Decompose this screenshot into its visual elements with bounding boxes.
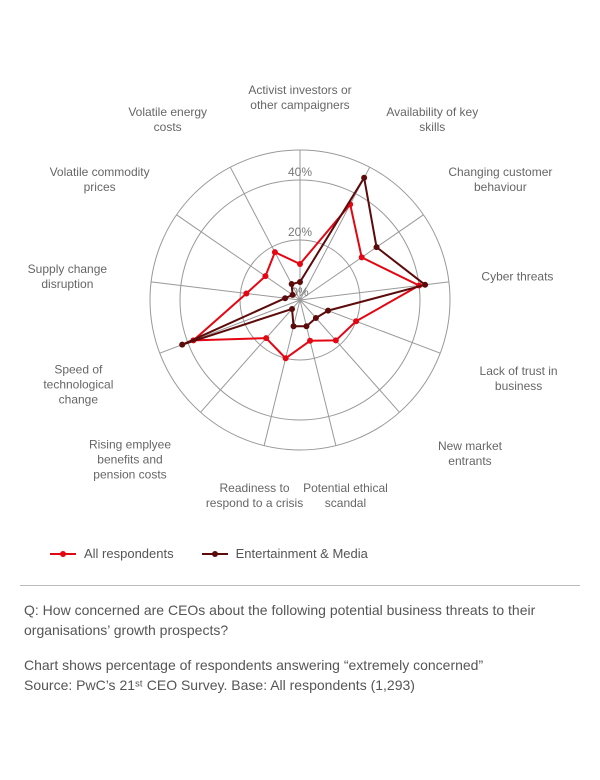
axis-label: Volatile energy costs (113, 105, 223, 135)
axis-label: Activist investors or other campaigners (245, 83, 355, 113)
footer-block: Q: How concerned are CEOs about the foll… (20, 600, 580, 695)
separator (20, 585, 580, 586)
legend-item-all: All respondents (50, 546, 174, 561)
axis-label: Supply change disruption (12, 262, 122, 292)
axis-label: New market entrants (415, 439, 525, 469)
radar-chart: 0%20%40% Activist investors or other cam… (20, 20, 580, 540)
legend-label: Entertainment & Media (236, 546, 368, 561)
legend-swatch-icon (202, 553, 228, 555)
legend-item-em: Entertainment & Media (202, 546, 368, 561)
axis-label: Cyber threats (481, 270, 553, 285)
axis-label: Availability of key skills (377, 105, 487, 135)
axis-label: Speed of technological change (23, 363, 133, 408)
question-text: Q: How concerned are CEOs about the foll… (24, 600, 576, 641)
axis-label: Rising emplyee benefits and pension cost… (75, 438, 185, 483)
axis-label: Changing customer behaviour (445, 165, 555, 195)
legend: All respondents Entertainment & Media (20, 540, 580, 577)
axis-label: Lack of trust in business (467, 364, 569, 394)
axis-label: Readiness to respond to a crisis (200, 481, 310, 511)
legend-label: All respondents (84, 546, 174, 561)
source-text: Source: PwC’s 21ˢᵗ CEO Survey. Base: All… (24, 675, 576, 695)
svg-text:40%: 40% (288, 165, 312, 179)
axis-label: Volatile commodity prices (45, 165, 155, 195)
legend-swatch-icon (50, 553, 76, 555)
chart-subtext: Chart shows percentage of respondents an… (24, 655, 576, 675)
svg-text:20%: 20% (288, 225, 312, 239)
